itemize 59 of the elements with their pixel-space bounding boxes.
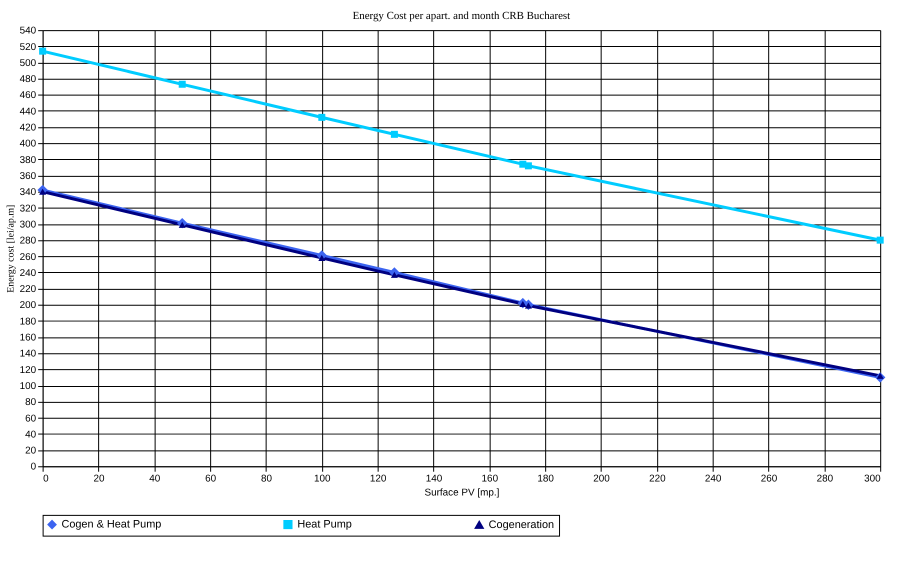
y-tick-label: 180 [20, 316, 37, 328]
y-tick-label: 80 [25, 397, 37, 408]
x-tick-label: 300 [864, 474, 882, 485]
point [390, 130, 398, 138]
point [876, 236, 884, 244]
y-axis-title: Energy cost [lei/ap.m] [6, 204, 17, 293]
chart-title: Energy Cost per apart. and month CRB Bucharest [352, 10, 570, 22]
y-tick-label: 460 [20, 90, 37, 102]
x-tick-label: 100 [314, 474, 332, 485]
y-tick-label: 520 [20, 42, 37, 53]
y-tick-label: 0 [30, 462, 37, 473]
y-tick-label: 420 [20, 122, 37, 134]
x-tick-label: 140 [426, 474, 443, 485]
point [318, 114, 326, 121]
x-tick-label: 240 [704, 474, 722, 485]
x-tick-label: 200 [593, 474, 610, 485]
y-tick-label: 400 [20, 138, 37, 150]
y-tick-label: 380 [20, 154, 37, 166]
point [524, 302, 532, 309]
y-tick-label: 440 [20, 106, 37, 118]
y-tick-label: 320 [20, 203, 37, 214]
legend-label: Cogen & Heat Pump [61, 518, 162, 531]
point [178, 80, 186, 88]
y-tick-label: 340 [20, 187, 37, 198]
x-tick-label: 20 [93, 474, 105, 485]
y-tick-label: 40 [25, 429, 37, 440]
y-tick-label: 160 [20, 332, 37, 344]
y-tick-label: 480 [20, 74, 37, 86]
legend-label: Heat Pump [297, 518, 352, 531]
y-tick-label: 240 [20, 268, 37, 279]
y-tick-label: 100 [20, 380, 37, 392]
y-tick-label: 120 [20, 364, 37, 376]
point [524, 162, 532, 170]
y-tick-label: 200 [20, 300, 37, 312]
x-axis-title: Surface PV [mp.] [424, 488, 500, 499]
x-tick-label: 120 [370, 474, 387, 485]
x-tick-label: 40 [149, 474, 161, 485]
y-tick-label: 300 [20, 219, 37, 230]
y-tick-label: 280 [20, 236, 37, 247]
y-tick-label: 500 [20, 58, 37, 69]
y-tick-label: 140 [20, 348, 37, 360]
y-tick-label: 360 [20, 170, 37, 182]
y-tick-label: 60 [25, 413, 37, 424]
x-tick-label: 0 [43, 474, 50, 485]
point [390, 272, 398, 278]
legend-label: Cogeneration [488, 518, 554, 531]
x-tick-label: 80 [260, 474, 272, 485]
x-tick-label: 160 [482, 474, 499, 485]
point [318, 254, 326, 261]
x-tick-label: 220 [649, 474, 666, 485]
point [178, 222, 186, 228]
y-tick-label: 540 [20, 26, 37, 37]
x-tick-label: 180 [537, 474, 554, 485]
y-tick-label: 260 [20, 252, 37, 263]
x-tick-label: 60 [205, 474, 217, 485]
x-tick-label: 280 [816, 474, 834, 485]
y-tick-label: 220 [20, 284, 37, 296]
x-tick-label: 260 [760, 474, 778, 485]
y-tick-label: 20 [25, 446, 37, 457]
